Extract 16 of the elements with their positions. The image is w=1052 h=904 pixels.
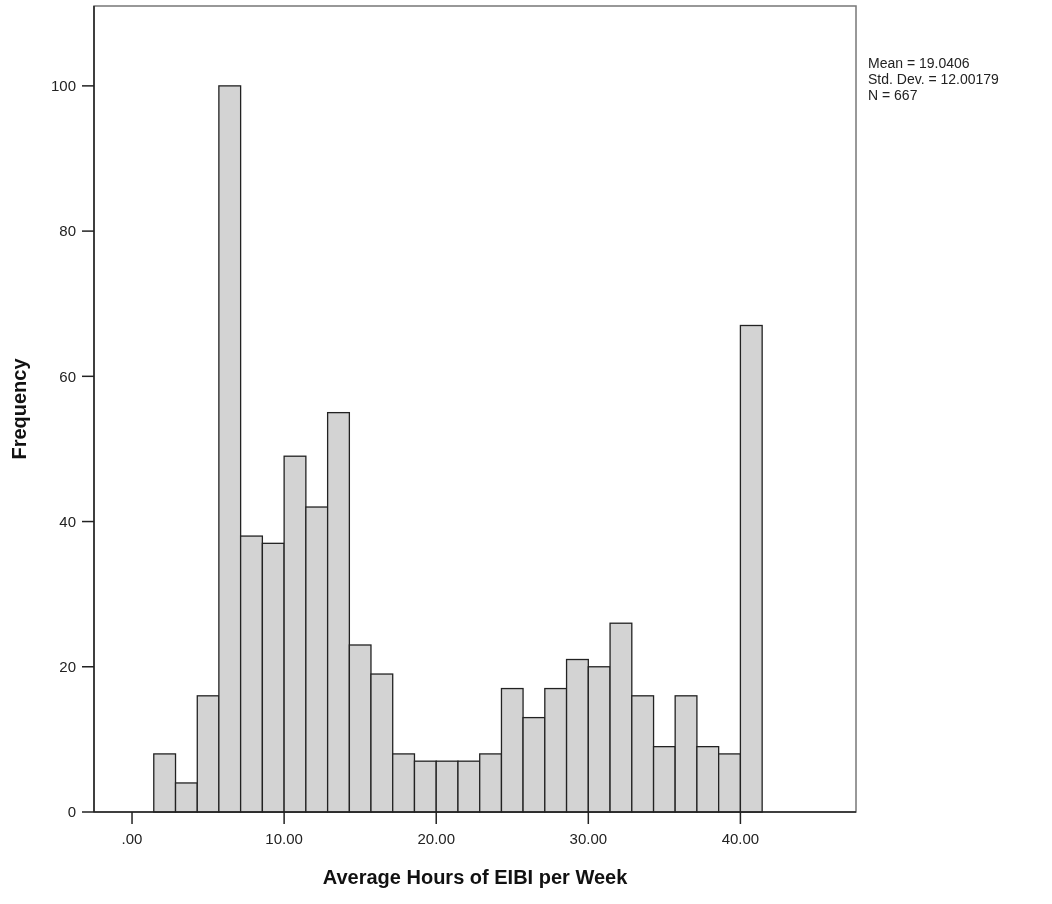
x-tick-label: 30.00 [569,830,608,847]
y-tick-label: 40 [59,512,76,530]
y-tick-label: 80 [59,222,76,240]
x-tick-label: .00 [121,830,143,847]
y-tick-label: 100 [50,77,76,95]
x-tick-label: 20.00 [417,830,455,847]
y-tick-label: 0 [67,803,76,821]
y-axis-title: Frequency [8,357,30,460]
x-tick-label: 40.00 [721,830,760,847]
x-axis-title: Average Hours of EIBI per Week [322,866,629,888]
x-tick-label: 10.00 [265,830,303,847]
text: N = 667 [868,87,918,103]
text: Std. Dev. = 12.00179 [868,71,1000,87]
text: Mean = 19.0406 [868,55,970,71]
y-tick-label: 60 [59,367,76,385]
y-tick-label: 20 [59,658,76,676]
